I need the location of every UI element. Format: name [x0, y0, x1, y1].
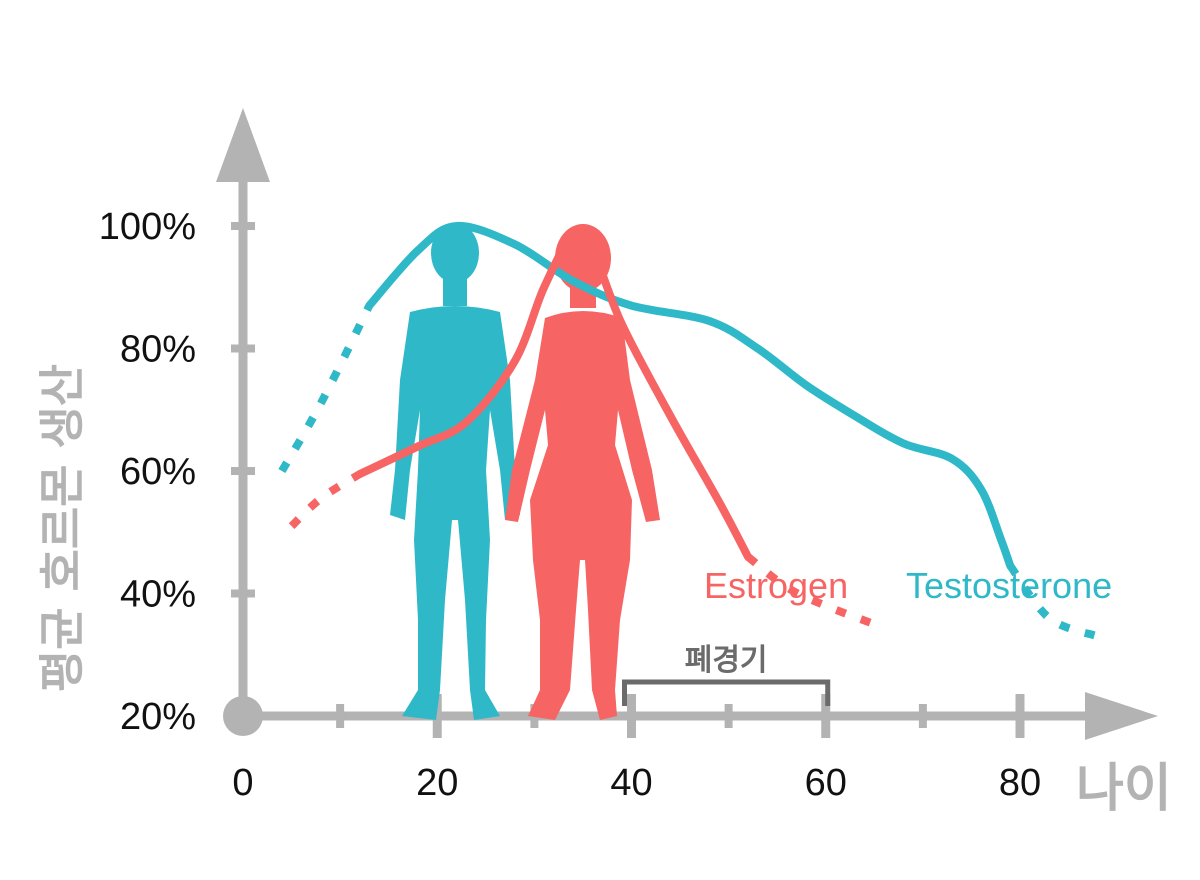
testosterone-curve — [365, 221, 1015, 570]
y-tick-marks — [231, 222, 255, 720]
x-tick-label-0: 0 — [232, 762, 253, 804]
testosterone-label: Testosterone — [906, 565, 1112, 606]
y-axis-title: 평균 호르몬 생산 — [35, 364, 89, 692]
estrogen-dotted-start — [288, 470, 362, 529]
y-axis-arrow — [216, 108, 270, 182]
y-tick-label-100: 100% — [99, 206, 196, 248]
y-tick-labels: 20% 40% 60% 80% 100% — [99, 206, 196, 738]
menopause-label: 폐경기 — [685, 643, 768, 678]
male-silhouette — [390, 223, 520, 720]
y-tick-label-40: 40% — [120, 574, 196, 616]
y-tick-label-20: 20% — [120, 696, 196, 738]
menopause-annotation: 폐경기 — [622, 643, 831, 706]
x-axis-arrow — [1085, 692, 1158, 740]
series-layer — [278, 221, 1100, 641]
testosterone-dotted-start — [278, 303, 373, 473]
menopause-bracket — [622, 679, 831, 706]
female-silhouette — [505, 224, 660, 720]
x-tick-label-80: 80 — [999, 762, 1041, 804]
estrogen-label: Estrogen — [704, 565, 848, 606]
x-tick-label-20: 20 — [416, 762, 458, 804]
x-tick-label-40: 40 — [610, 762, 652, 804]
estrogen-curve — [355, 229, 752, 561]
y-tick-label-80: 80% — [120, 329, 196, 371]
x-tick-label-60: 60 — [805, 762, 847, 804]
x-axis-title: 나이 — [1076, 759, 1172, 819]
x-tick-labels: 0 20 40 60 80 — [232, 762, 1041, 804]
y-tick-label-60: 60% — [120, 451, 196, 493]
testosterone-dotted-end — [1007, 563, 1100, 641]
axes — [216, 108, 1158, 740]
